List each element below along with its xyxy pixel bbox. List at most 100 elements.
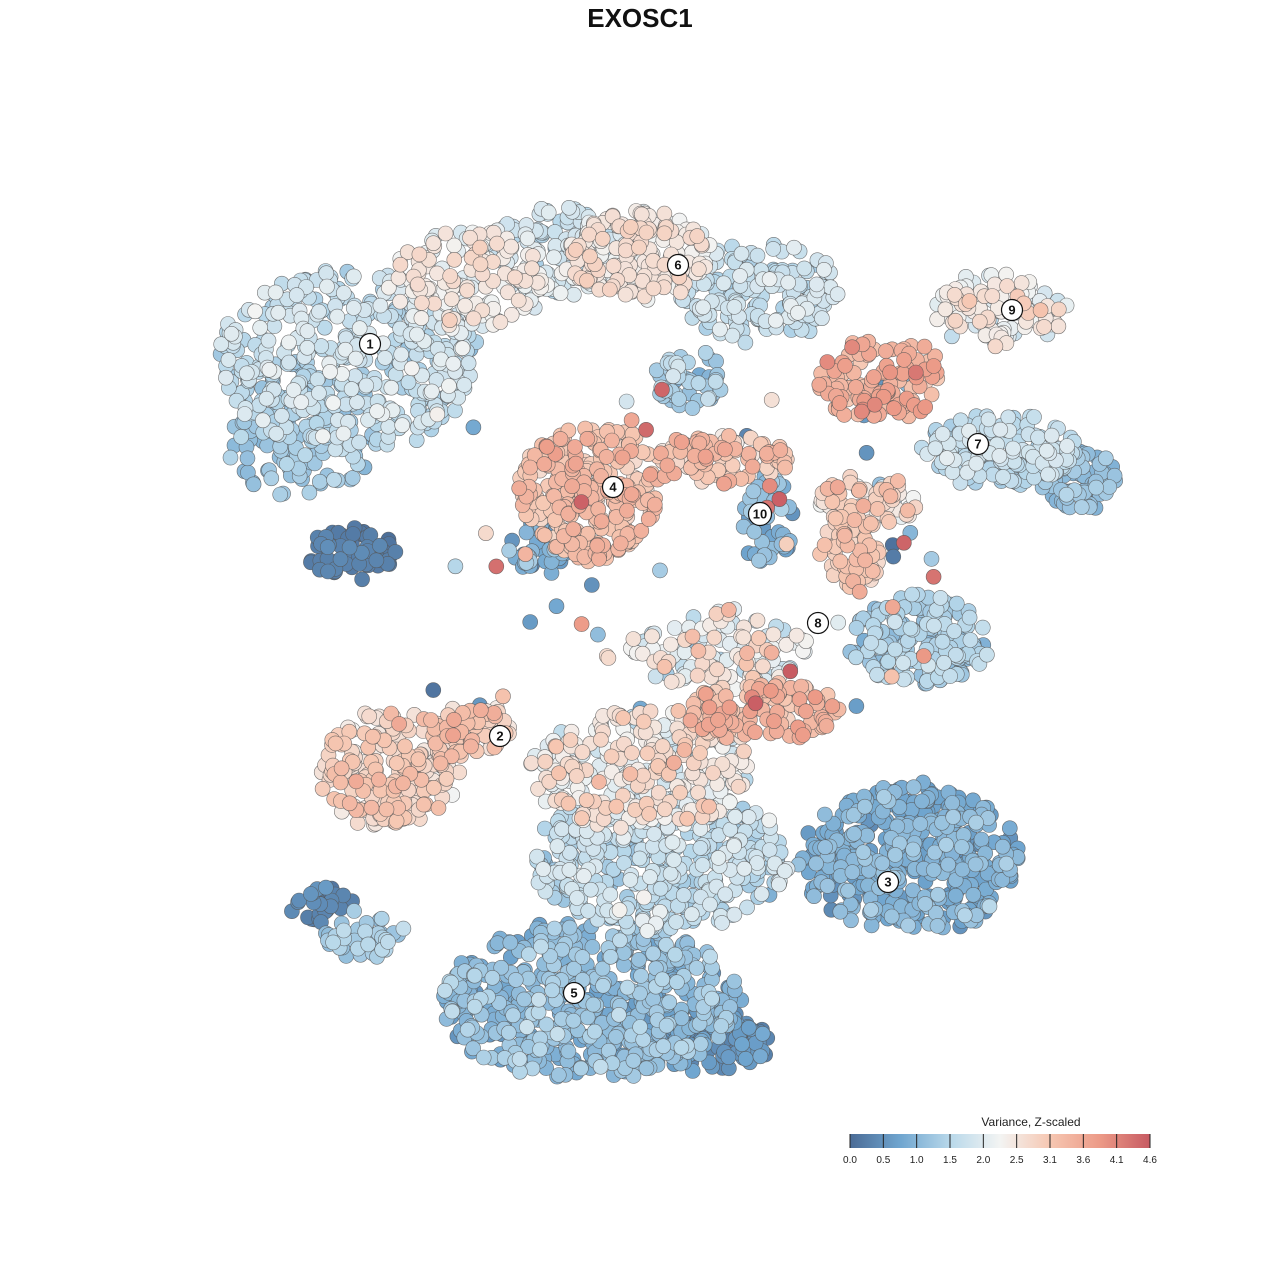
cell-point	[881, 514, 897, 530]
cell-point	[672, 784, 688, 801]
cell-point	[335, 285, 352, 301]
cell-point	[550, 1067, 567, 1083]
cell-point	[953, 839, 970, 855]
cell-point	[475, 1049, 492, 1066]
cell-point	[383, 379, 400, 396]
cell-point	[1038, 442, 1055, 459]
cluster-label-5: 5	[562, 981, 586, 1005]
cell-point	[947, 312, 964, 329]
cell-point	[377, 350, 393, 366]
cell-point	[611, 1006, 627, 1023]
cell-point	[403, 360, 420, 377]
cell-point	[581, 226, 597, 243]
cell-point	[843, 912, 859, 929]
cell-point	[851, 583, 868, 600]
cell-point	[319, 539, 336, 555]
cell-point	[853, 403, 870, 420]
cell-point	[391, 716, 407, 732]
cell-point	[493, 959, 510, 976]
cell-point	[446, 711, 462, 728]
cell-point	[392, 293, 408, 310]
cell-point	[740, 809, 757, 825]
cell-point	[444, 1003, 461, 1020]
cell-point	[665, 368, 681, 385]
cell-point	[808, 855, 824, 872]
cell-point	[373, 910, 390, 927]
cell-point	[445, 355, 462, 372]
cell-point	[631, 850, 648, 867]
cell-point	[438, 770, 455, 787]
cell-point	[511, 1051, 528, 1067]
cell-point	[865, 369, 882, 385]
cell-point	[746, 523, 763, 540]
cell-point	[619, 979, 636, 996]
cell-point	[684, 628, 701, 645]
cell-point	[899, 502, 916, 519]
cell-point	[622, 219, 639, 235]
cell-point	[780, 274, 797, 291]
cell-point	[936, 654, 952, 671]
cell-point	[495, 688, 511, 705]
cell-point	[762, 682, 779, 699]
cell-point	[832, 903, 849, 920]
cell-point	[717, 441, 733, 458]
cell-point	[560, 795, 577, 812]
cell-point	[617, 242, 634, 259]
cell-point	[961, 293, 978, 309]
cell-point	[642, 869, 658, 885]
cell-point	[371, 771, 387, 788]
cell-point	[568, 768, 585, 784]
cell-point	[549, 1026, 566, 1042]
cell-point	[726, 973, 743, 990]
cell-point	[278, 456, 295, 472]
cell-point	[222, 449, 239, 466]
cell-point	[638, 1060, 655, 1077]
cell-point	[261, 361, 278, 378]
cell-point	[992, 421, 1009, 438]
cell-point	[586, 1023, 603, 1040]
cell-point	[615, 710, 632, 726]
cell-point	[233, 429, 249, 445]
cell-point	[612, 535, 629, 552]
cell-point	[758, 445, 775, 462]
cell-point	[925, 862, 942, 878]
cell-point	[263, 470, 280, 487]
cell-point	[947, 646, 964, 663]
cell-point	[303, 886, 319, 902]
cell-point	[364, 728, 381, 745]
cell-point	[437, 225, 454, 242]
cell-point	[1088, 479, 1104, 496]
cell-point	[869, 666, 885, 683]
cell-point	[484, 969, 501, 986]
cell-point	[763, 392, 780, 408]
cell-point	[747, 724, 763, 741]
cell-point	[549, 838, 566, 855]
cell-point	[465, 419, 482, 436]
cell-point	[721, 699, 738, 716]
cell-point	[1098, 450, 1114, 467]
cell-point	[326, 471, 342, 488]
cell-point	[537, 753, 554, 770]
cell-point	[885, 548, 902, 565]
cell-point	[472, 239, 488, 256]
cell-point	[631, 951, 647, 968]
cell-point	[489, 235, 505, 252]
cell-point	[662, 865, 679, 882]
cell-point	[341, 795, 358, 812]
cell-point	[767, 312, 784, 329]
cell-point	[445, 727, 461, 744]
cell-point	[640, 511, 657, 527]
cell-point	[806, 888, 822, 905]
cell-point	[523, 755, 540, 771]
cell-point	[690, 375, 707, 392]
cell-point	[887, 847, 904, 863]
cell-point	[752, 1048, 769, 1065]
cell-point	[538, 1016, 555, 1033]
cell-point	[883, 908, 900, 925]
cell-point	[619, 502, 635, 519]
cell-point	[644, 628, 660, 645]
cell-point	[524, 260, 540, 277]
cell-point	[272, 486, 289, 503]
cell-point	[641, 806, 658, 822]
cluster-label-6: 6	[666, 253, 690, 277]
